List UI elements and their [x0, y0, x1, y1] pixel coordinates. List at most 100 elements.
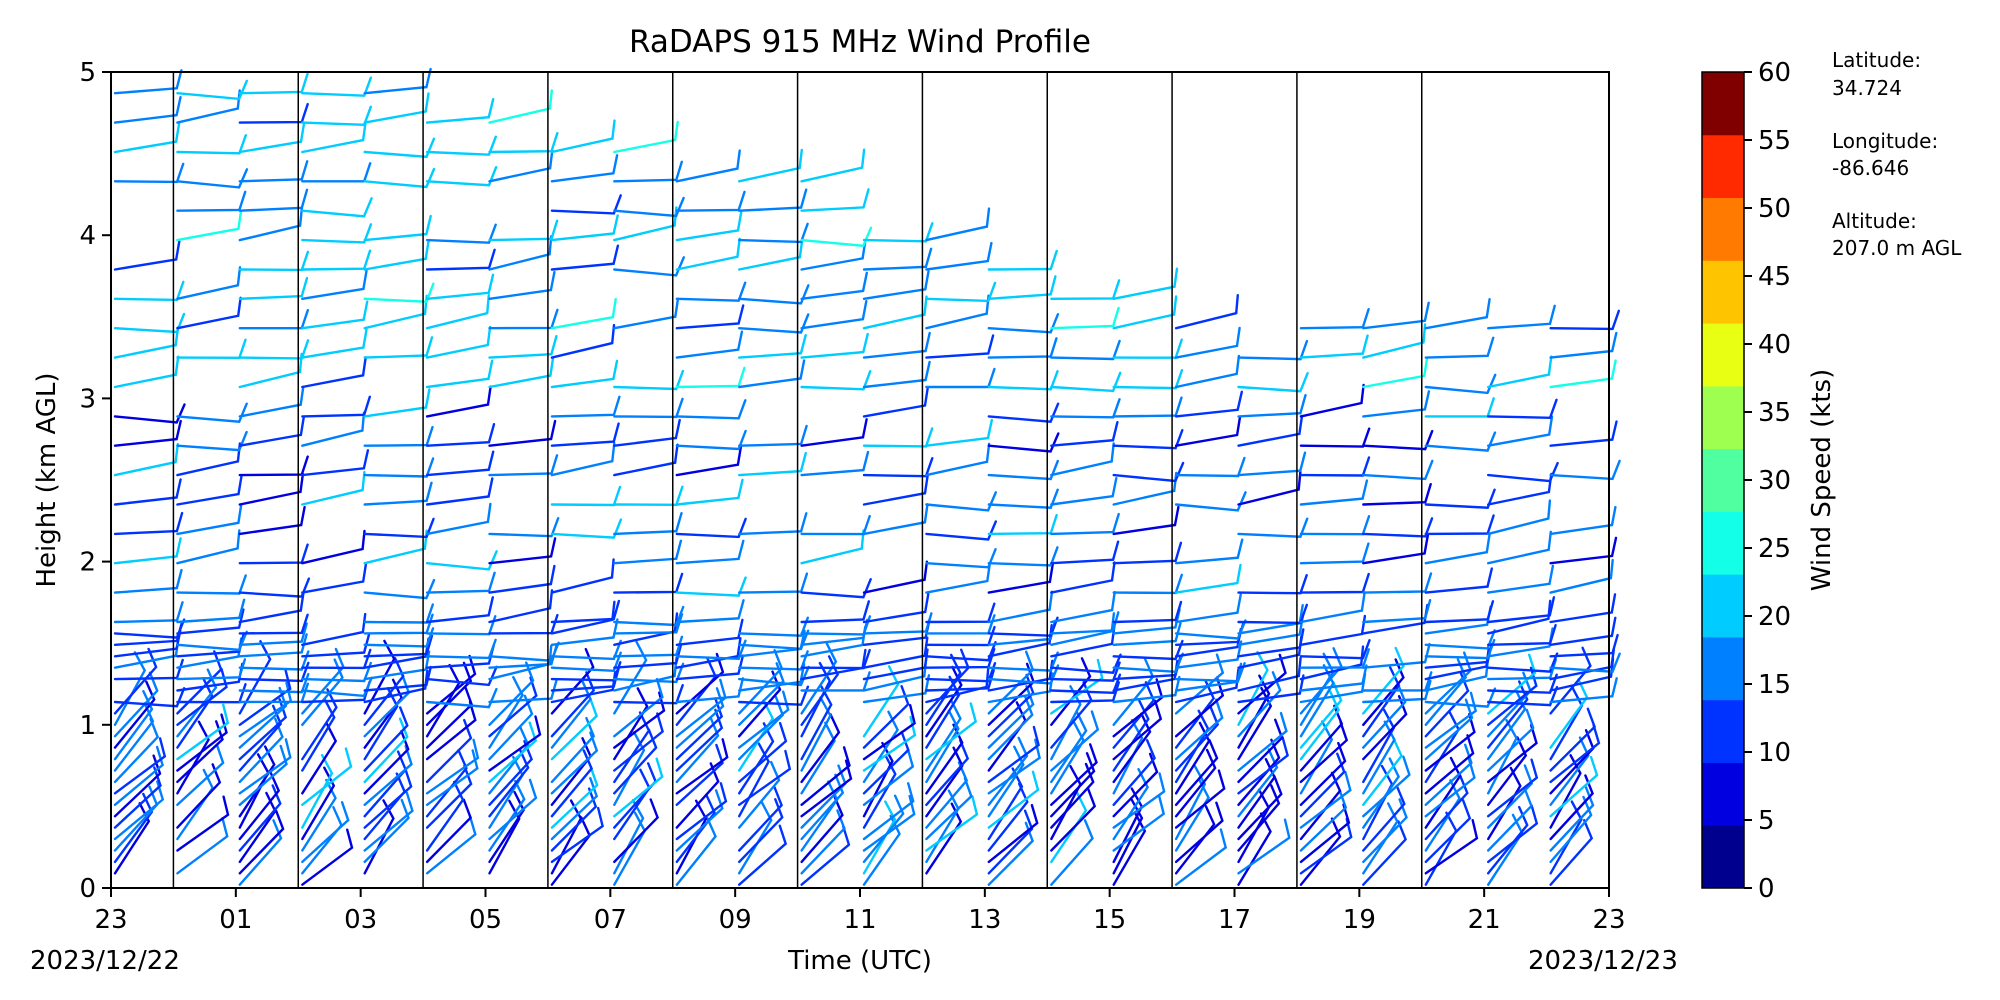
wind-barb — [363, 745, 413, 806]
wind-barb — [1112, 712, 1152, 784]
wind-barb — [550, 518, 623, 539]
wind-barb — [987, 249, 1058, 271]
wind-barb — [1362, 666, 1401, 738]
wind-barb — [1299, 741, 1347, 806]
wind-barb — [862, 747, 915, 806]
wind-barb — [1112, 681, 1156, 749]
wind-barb — [550, 651, 622, 673]
wind-barb — [425, 423, 496, 447]
wind-barb — [925, 491, 997, 512]
wind-barb — [1299, 591, 1366, 624]
wind-barb — [1487, 304, 1556, 330]
wind-barb — [800, 370, 872, 391]
wind-barb — [301, 658, 344, 726]
colorbar-segment — [1702, 636, 1744, 701]
wind-barb — [1424, 756, 1462, 829]
wind-barb — [1362, 757, 1400, 829]
colorbar-tick-label: 25 — [1758, 534, 1791, 564]
wind-barb — [925, 709, 960, 784]
wind-barb — [238, 72, 309, 95]
x-tick-label: 07 — [594, 905, 627, 935]
colorbar-segment — [1702, 699, 1744, 763]
wind-barb — [1299, 771, 1342, 841]
wind-barb — [1174, 538, 1244, 565]
wind-barb — [1549, 795, 1593, 864]
wind-barb — [488, 589, 554, 624]
wind-barb — [1299, 645, 1365, 681]
wind-barb — [862, 247, 933, 271]
wind-barb — [862, 592, 930, 624]
wind-barb — [675, 618, 744, 646]
wind-barb — [1549, 633, 1619, 658]
wind-barb — [1112, 621, 1182, 646]
wind-barb — [238, 188, 309, 212]
wind-barb — [1487, 564, 1555, 594]
wind-barb — [1424, 734, 1475, 795]
wind-barb — [425, 815, 477, 875]
wind-barb — [862, 295, 928, 330]
wind-barb — [301, 449, 370, 477]
wind-barb — [550, 154, 619, 183]
wind-barb — [238, 633, 308, 658]
wind-barb — [1237, 414, 1304, 447]
wind-barb — [800, 655, 840, 726]
wind-barb — [613, 728, 658, 795]
wind-barb — [1050, 624, 1116, 658]
wind-barb — [1299, 770, 1352, 829]
wind-barb — [613, 369, 685, 391]
latitude-label: Latitude: — [1832, 48, 1921, 72]
wind-barb — [1487, 530, 1552, 565]
colorbar: 0 5 10 15 20 25 30 35 40 45 50 55 60 — [1701, 58, 1791, 904]
wind-barb — [238, 809, 285, 875]
colorbar-tick-label: 40 — [1758, 330, 1791, 360]
wind-barb — [550, 787, 598, 852]
wind-barb — [238, 472, 305, 506]
wind-barb — [550, 194, 622, 215]
wind-barb — [1424, 600, 1495, 624]
wind-barb — [238, 613, 309, 635]
wind-barb — [862, 800, 897, 875]
wind-barb — [1424, 373, 1497, 395]
wind-barb — [1237, 774, 1283, 841]
wind-barb — [113, 687, 186, 708]
wind-barb — [425, 749, 468, 818]
wind-barb — [675, 654, 745, 681]
wind-barb — [1362, 517, 1434, 538]
wind-barb — [488, 517, 560, 538]
wind-barb — [176, 703, 230, 761]
wind-barb — [1237, 470, 1302, 506]
wind-barb — [613, 712, 664, 772]
wind-barb — [488, 89, 553, 124]
wind-barb — [1487, 398, 1558, 420]
wind-barb — [1424, 567, 1493, 594]
wind-barb — [1112, 295, 1178, 330]
wind-barb — [1424, 533, 1491, 565]
wind-barb — [925, 641, 997, 662]
wind-barb — [1487, 596, 1556, 624]
wind-barb — [613, 684, 684, 705]
wind-barb — [301, 395, 371, 418]
wind-barb — [613, 677, 664, 738]
wind-barb — [1050, 512, 1120, 536]
wind-barb — [113, 312, 186, 334]
wind-barb — [1362, 695, 1408, 761]
wind-barb — [238, 415, 305, 447]
wind-barb — [363, 799, 395, 875]
wind-barb — [1299, 542, 1370, 565]
wind-barb — [488, 725, 530, 795]
wind-barb — [363, 798, 410, 864]
wind-barb — [301, 356, 367, 389]
wind-barb — [925, 802, 963, 875]
wind-barb — [738, 749, 792, 806]
wind-barb — [1299, 664, 1368, 692]
wind-barb — [1174, 705, 1220, 772]
wind-barb — [675, 743, 724, 806]
wind-barb — [1050, 710, 1100, 772]
wind-barb — [1299, 752, 1346, 818]
wind-barb — [1050, 743, 1098, 806]
wind-barb — [550, 395, 621, 418]
wind-barb — [1362, 736, 1403, 806]
x-tick-label: 17 — [1218, 905, 1251, 935]
wind-barb — [113, 568, 183, 594]
wind-barb — [738, 313, 810, 334]
